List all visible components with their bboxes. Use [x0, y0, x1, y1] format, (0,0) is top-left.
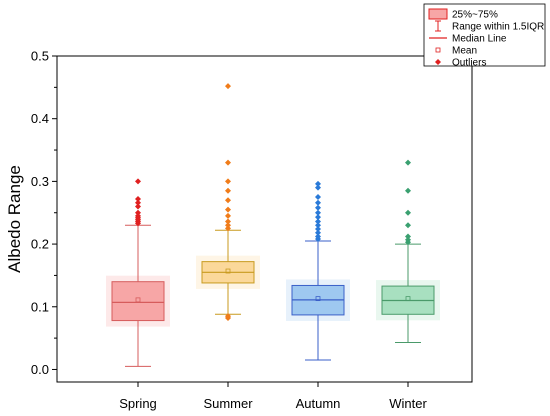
legend-box-symbol [428, 8, 448, 20]
outlier-point [225, 178, 231, 185]
x-tick-label: Winter [389, 396, 427, 411]
outlier-point [135, 178, 141, 185]
outlier-point [225, 206, 231, 213]
mean-marker [135, 297, 141, 303]
outlier-point [315, 184, 321, 191]
outlier-point [315, 222, 321, 229]
outlier-point [315, 229, 321, 236]
outlier-point [225, 313, 231, 320]
y-axis-title: Albedo Range [5, 165, 24, 273]
y-tick-label: 0.0 [31, 362, 49, 377]
outlier-point [315, 226, 321, 233]
y-axis: 0.0 0.1 0.2 0.3 0.4 0.5 [31, 49, 57, 377]
plot-frame [56, 55, 473, 383]
outlier-point [315, 214, 321, 221]
outlier-point [225, 222, 231, 229]
box-autumn [286, 180, 350, 361]
legend-entry: Median Line [452, 34, 507, 45]
legend-outlier-symbol [435, 59, 441, 65]
y-tick-label: 0.3 [31, 174, 49, 189]
y-tick-label: 0.2 [31, 237, 49, 252]
outlier-point [225, 218, 231, 225]
outlier-point [225, 225, 231, 232]
mean-marker [315, 296, 321, 302]
outlier-point [135, 203, 141, 210]
outlier-point [405, 187, 411, 194]
outlier-point [315, 199, 321, 206]
outlier-point [225, 83, 231, 90]
outlier-point [315, 194, 321, 201]
outlier-point [135, 199, 141, 206]
mean-marker [405, 296, 411, 302]
box-spring [106, 178, 170, 367]
outlier-point [225, 159, 231, 166]
outlier-point [315, 204, 321, 211]
x-tick-label: Autumn [296, 396, 341, 411]
y-tick-label: 0.4 [31, 111, 49, 126]
box-summer [196, 83, 260, 322]
outlier-point [405, 159, 411, 166]
outlier-point [315, 233, 321, 240]
outlier-point [135, 212, 141, 219]
outlier-point [315, 218, 321, 225]
legend-mean-symbol [435, 47, 441, 53]
y-tick-label: 0.5 [31, 49, 49, 64]
box-winter [376, 159, 440, 344]
outlier-point [135, 195, 141, 202]
outlier-point [135, 209, 141, 216]
outlier-point [225, 197, 231, 204]
legend-entry: Range within 1.5IQR [452, 22, 544, 33]
iqr-box [111, 281, 165, 322]
boxes [106, 83, 440, 367]
y-tick-label: 0.1 [31, 299, 49, 314]
x-axis: Spring Summer Autumn Winter [119, 382, 427, 411]
mean-marker [225, 268, 231, 274]
legend-entry: 25%~75% [452, 10, 498, 21]
outlier-point [315, 180, 321, 187]
x-tick-label: Summer [203, 396, 253, 411]
outlier-point [225, 212, 231, 219]
outlier-point [405, 236, 411, 243]
outlier-point [225, 187, 231, 194]
legend-entry: Outliers [452, 58, 486, 69]
outlier-point [405, 233, 411, 240]
x-tick-label: Spring [119, 396, 157, 411]
outlier-point [315, 209, 321, 216]
outlier-point [405, 222, 411, 229]
outlier-point [405, 209, 411, 216]
legend-entry: Mean [452, 46, 477, 57]
